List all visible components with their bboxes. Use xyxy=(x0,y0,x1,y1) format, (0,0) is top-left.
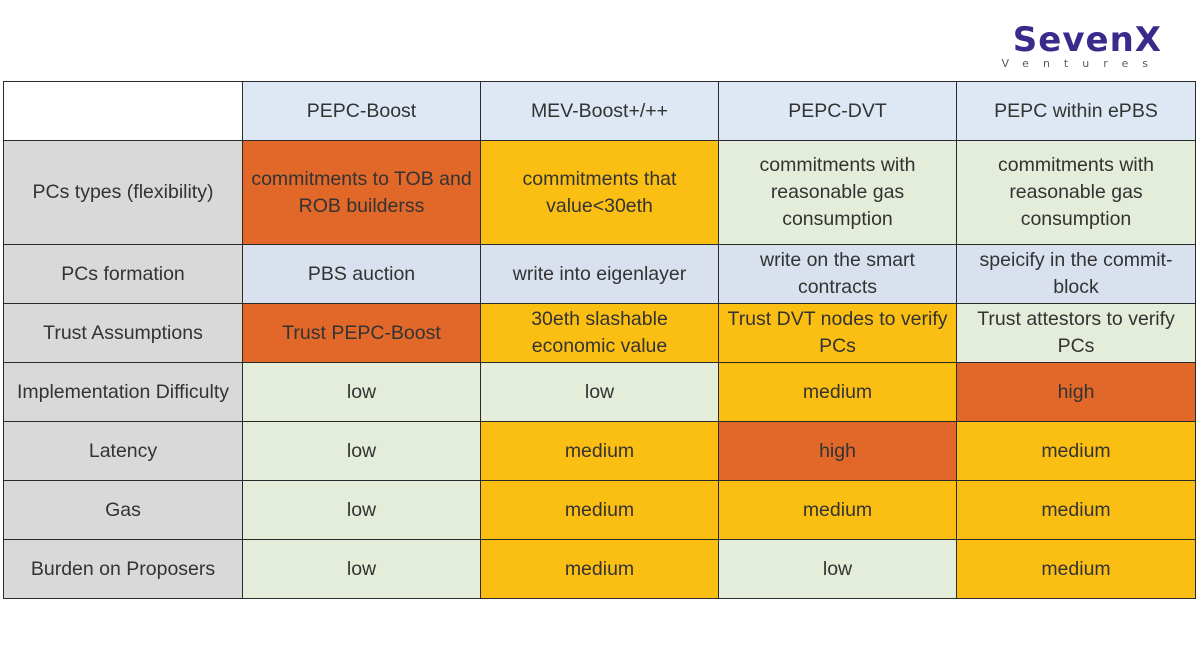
table-cell: 30eth slashable economic value xyxy=(480,303,719,363)
table-row: Burden on Proposers low medium low mediu… xyxy=(3,539,1196,599)
table-cell: medium xyxy=(480,421,719,481)
table-cell: medium xyxy=(480,480,719,540)
table-cell: PBS auction xyxy=(242,244,481,304)
table-cell: write on the smart contracts xyxy=(718,244,957,304)
table-cell: medium xyxy=(480,539,719,599)
table-cell: speicify in the commit-block xyxy=(956,244,1196,304)
row-header-implementation-difficulty: Implementation Difficulty xyxy=(3,362,243,422)
table-cell: Trust PEPC-Boost xyxy=(242,303,481,363)
table-cell: write into eigenlayer xyxy=(480,244,719,304)
table-cell: medium xyxy=(956,480,1196,540)
table-cell: commitments that value<30eth xyxy=(480,140,719,245)
table-cell: commitments to TOB and ROB builderss xyxy=(242,140,481,245)
table-row: PCs formation PBS auction write into eig… xyxy=(3,244,1196,304)
column-header-pepc-epbs: PEPC within ePBS xyxy=(956,81,1196,141)
column-header-mev-boost: MEV-Boost+/++ xyxy=(480,81,719,141)
table-cell: high xyxy=(956,362,1196,422)
table-cell: medium xyxy=(718,480,957,540)
table-cell: commitments with reasonable gas consumpt… xyxy=(956,140,1196,245)
table-row: PCs types (flexibility) commitments to T… xyxy=(3,140,1196,245)
comparison-table: PEPC-Boost MEV-Boost+/++ PEPC-DVT PEPC w… xyxy=(3,81,1196,599)
row-header-burden-on-proposers: Burden on Proposers xyxy=(3,539,243,599)
column-header-pepc-dvt: PEPC-DVT xyxy=(718,81,957,141)
table-cell: low xyxy=(242,362,481,422)
table-cell: Trust attestors to verify PCs xyxy=(956,303,1196,363)
table-row: Latency low medium high medium xyxy=(3,421,1196,481)
row-header-latency: Latency xyxy=(3,421,243,481)
table-cell: medium xyxy=(718,362,957,422)
logo-brand: SevenX xyxy=(1012,20,1162,60)
row-header-gas: Gas xyxy=(3,480,243,540)
table-row: Trust Assumptions Trust PEPC-Boost 30eth… xyxy=(3,303,1196,363)
table-cell: low xyxy=(242,421,481,481)
table-cell: low xyxy=(242,539,481,599)
table-cell: medium xyxy=(956,421,1196,481)
row-header-pcs-formation: PCs formation xyxy=(3,244,243,304)
table-cell: commitments with reasonable gas consumpt… xyxy=(718,140,957,245)
table-cell: medium xyxy=(956,539,1196,599)
logo-subtitle: Ventures xyxy=(1001,57,1162,70)
table-row: Implementation Difficulty low low medium… xyxy=(3,362,1196,422)
row-header-pcs-types: PCs types (flexibility) xyxy=(3,140,243,245)
table-cell: low xyxy=(242,480,481,540)
header-corner-cell xyxy=(3,81,243,141)
row-header-trust-assumptions: Trust Assumptions xyxy=(3,303,243,363)
table-cell: Trust DVT nodes to verify PCs xyxy=(718,303,957,363)
column-header-pepc-boost: PEPC-Boost xyxy=(242,81,481,141)
table-cell: low xyxy=(718,539,957,599)
table-cell: low xyxy=(480,362,719,422)
table-row: Gas low medium medium medium xyxy=(3,480,1196,540)
sevenx-logo: SevenX Ventures xyxy=(1002,22,1162,74)
table-cell: high xyxy=(718,421,957,481)
header-row: PEPC-Boost MEV-Boost+/++ PEPC-DVT PEPC w… xyxy=(3,81,1196,141)
